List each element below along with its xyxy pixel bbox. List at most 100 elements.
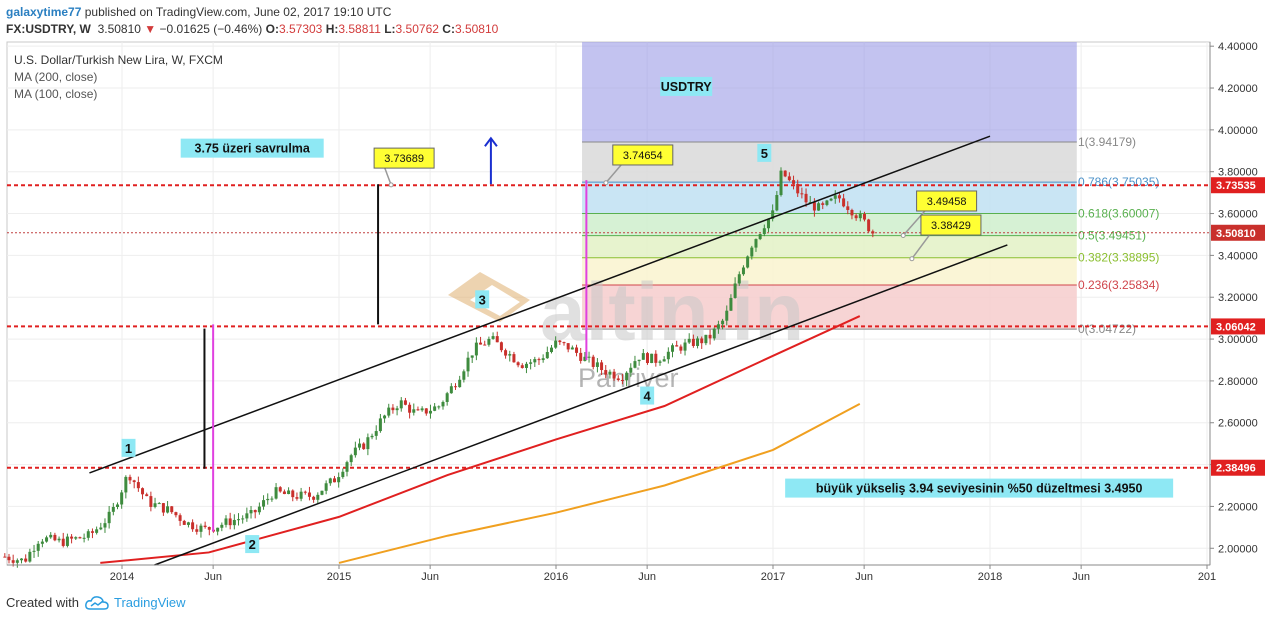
price-tick-label: 3.20000 xyxy=(1218,292,1258,304)
candle-body xyxy=(499,342,503,351)
candle-body xyxy=(762,228,766,235)
tradingview-link[interactable]: TradingView xyxy=(85,595,186,610)
candle-body xyxy=(754,239,758,248)
candle-body xyxy=(232,519,236,526)
candle-body xyxy=(620,379,624,381)
candle-body xyxy=(733,283,737,298)
price-badge xyxy=(1211,318,1265,335)
candle-body xyxy=(86,531,90,538)
candle-body xyxy=(353,447,357,456)
candle-body xyxy=(458,379,462,388)
candle-body xyxy=(483,344,487,346)
candle-body xyxy=(141,488,145,495)
low-label: L: xyxy=(384,22,396,36)
candle-body xyxy=(28,551,32,562)
callout-label: 3.74654 xyxy=(623,150,663,162)
candle-body xyxy=(65,536,69,546)
wave-label-bg xyxy=(475,290,490,309)
wave-label: 2 xyxy=(249,537,256,552)
symbol-label: FX:USDTRY, W xyxy=(6,22,91,36)
candle-body xyxy=(186,522,190,525)
candle-body xyxy=(637,359,641,362)
time-tick-label: 2016 xyxy=(544,571,568,583)
callout-anchor xyxy=(909,256,915,262)
candle-body xyxy=(257,506,261,513)
text-annotation-bg xyxy=(660,76,713,96)
callout-pointer xyxy=(605,162,624,184)
legend-ma200: MA (200, close) xyxy=(14,70,97,84)
candle-body xyxy=(136,482,140,489)
time-tick-label: Jun xyxy=(421,571,439,583)
wave-label-bg xyxy=(640,386,655,405)
price-badge-label: 3.73535 xyxy=(1216,180,1256,192)
price-tick-label: 3.80000 xyxy=(1218,167,1258,179)
candle-body xyxy=(191,522,195,530)
candle-body xyxy=(362,443,366,450)
fib-zone xyxy=(582,182,1077,214)
candle-body xyxy=(399,400,403,409)
candle-body xyxy=(775,195,779,211)
candle-body xyxy=(662,359,666,362)
candle-body xyxy=(729,297,733,311)
candle-body xyxy=(249,510,253,514)
price-tick-label: 2.20000 xyxy=(1218,501,1258,513)
fib-level-label: 0.236(3.25834) xyxy=(1078,278,1159,292)
price-chart[interactable]: 1(3.94179) 0.786(3.75035) 0.618(3.60007) 0.… xyxy=(0,0,1270,590)
candle-body xyxy=(78,537,82,539)
candle-body xyxy=(675,345,679,347)
candle-body xyxy=(57,538,61,541)
candle-body xyxy=(479,342,483,345)
candle-body xyxy=(115,504,119,507)
callout-label: 3.49458 xyxy=(927,196,967,208)
watermark-text: altin.in xyxy=(540,267,804,358)
candle-body xyxy=(245,513,249,519)
candle-body xyxy=(195,529,199,532)
wave-label-bg xyxy=(121,438,136,457)
candle-body xyxy=(253,510,257,513)
footer: Created with TradingView xyxy=(6,595,186,610)
candle-body xyxy=(182,520,186,525)
candle-body xyxy=(579,352,583,361)
fib-level-label: 0(3.04722) xyxy=(1078,322,1136,336)
time-tick-label: 2015 xyxy=(327,571,351,583)
candle-body xyxy=(170,506,174,513)
candle-body xyxy=(462,371,466,380)
candle-body xyxy=(846,206,850,210)
high-label: H: xyxy=(325,22,339,36)
candle-body xyxy=(750,247,754,257)
candle-body xyxy=(842,198,846,207)
candle-body xyxy=(558,340,562,343)
callout-anchor xyxy=(900,233,906,239)
time-tick-label: 2014 xyxy=(110,571,134,583)
candle-body xyxy=(554,340,558,348)
candle-body xyxy=(766,218,770,229)
candle-body xyxy=(216,527,220,532)
fib-level-label: 0.382(3.38895) xyxy=(1078,251,1159,265)
candle-body xyxy=(854,215,858,219)
candle-body xyxy=(36,543,40,551)
candle-body xyxy=(120,492,124,505)
author-link[interactable]: galaxytime77 xyxy=(6,5,82,19)
candle-body xyxy=(470,355,474,358)
candle-body xyxy=(529,362,533,364)
candle-body xyxy=(307,492,311,497)
date-range-box xyxy=(582,42,1077,143)
candle-body xyxy=(349,455,353,463)
candle-body xyxy=(387,407,391,416)
candle-body xyxy=(274,487,278,499)
time-tick-label: Jun xyxy=(204,571,222,583)
fib-level-label: 0.618(3.60007) xyxy=(1078,207,1159,221)
candle-body xyxy=(474,342,478,356)
candle-body xyxy=(157,503,161,505)
candle-body xyxy=(378,418,382,432)
last-price-badge-label: 3.50810 xyxy=(1216,228,1256,240)
candle-body xyxy=(320,490,324,495)
candle-body xyxy=(40,541,44,544)
candle-body xyxy=(228,518,232,526)
channel-line xyxy=(89,135,991,474)
candle-body xyxy=(654,353,658,363)
candle-body xyxy=(858,214,862,219)
time-tick-label: Jun xyxy=(638,571,656,583)
candle-body xyxy=(821,203,825,205)
text-annotation: 3.75 üzeri savrulma xyxy=(195,142,311,156)
